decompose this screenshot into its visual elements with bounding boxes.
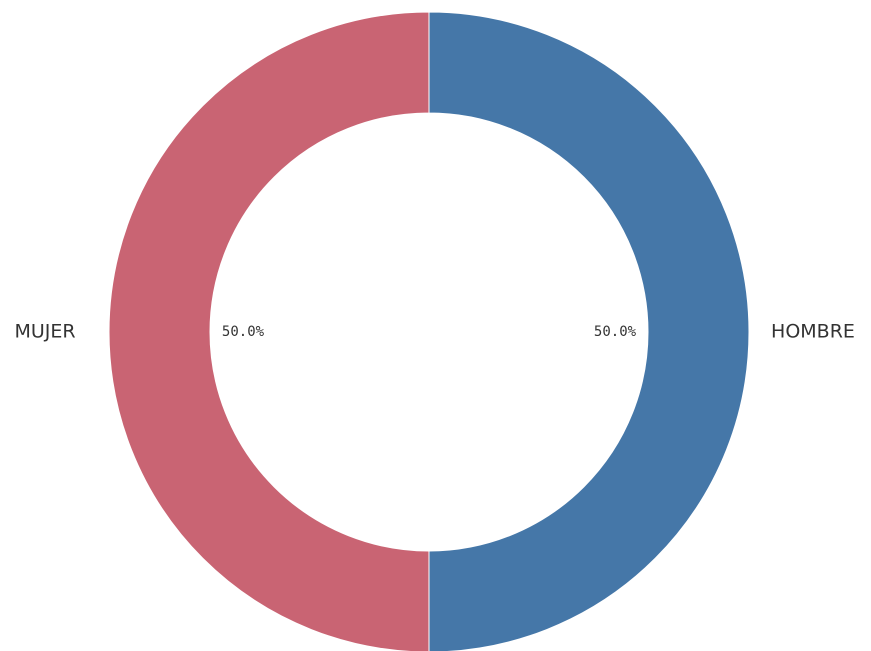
donut-slice	[428, 11, 750, 651]
category-label: HOMBRE	[771, 321, 855, 343]
donut-slice	[108, 11, 430, 651]
value-label: 50.0%	[594, 324, 637, 340]
category-label: MUJER	[14, 321, 75, 343]
value-label: 50.0%	[222, 324, 265, 340]
